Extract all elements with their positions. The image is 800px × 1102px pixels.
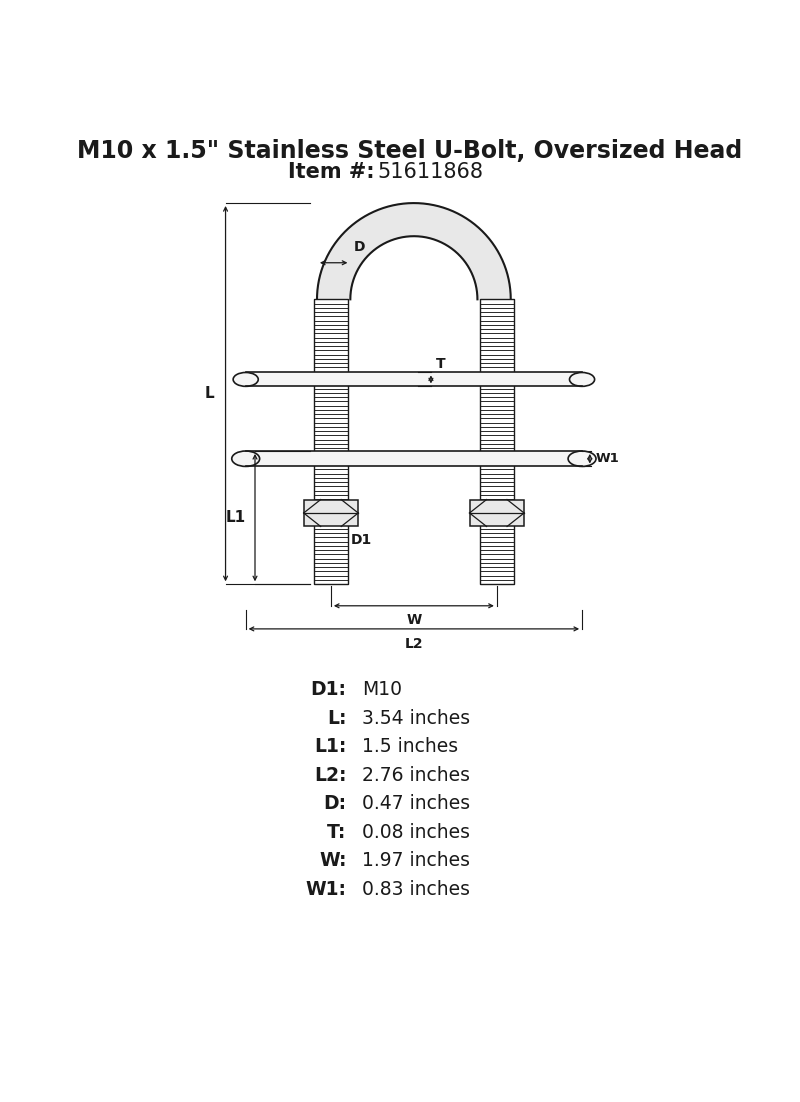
Text: T: T (435, 357, 445, 371)
Ellipse shape (232, 451, 260, 466)
Text: 2.76 inches: 2.76 inches (362, 766, 470, 785)
Text: L2: L2 (405, 637, 423, 650)
Text: W:: W: (319, 851, 346, 871)
Polygon shape (246, 372, 582, 387)
Text: W1: W1 (595, 452, 619, 465)
Ellipse shape (570, 372, 594, 387)
Text: 0.08 inches: 0.08 inches (362, 823, 470, 842)
Text: 1.5 inches: 1.5 inches (362, 737, 458, 756)
Text: 0.47 inches: 0.47 inches (362, 795, 470, 813)
Text: Item #:: Item #: (289, 162, 375, 182)
Polygon shape (304, 499, 358, 527)
Text: D1: D1 (351, 533, 372, 548)
Text: 51611868: 51611868 (378, 162, 483, 182)
Text: M10 x 1.5" Stainless Steel U-Bolt, Oversized Head: M10 x 1.5" Stainless Steel U-Bolt, Overs… (78, 139, 742, 163)
Text: L2:: L2: (314, 766, 346, 785)
Text: D: D (354, 239, 365, 253)
Text: L1: L1 (226, 510, 246, 526)
Ellipse shape (568, 451, 596, 466)
Ellipse shape (233, 372, 258, 387)
Text: T:: T: (327, 823, 346, 842)
Text: D:: D: (323, 795, 346, 813)
Polygon shape (317, 203, 510, 300)
Text: 1.97 inches: 1.97 inches (362, 851, 470, 871)
Text: 3.54 inches: 3.54 inches (362, 709, 470, 727)
Text: L: L (205, 386, 214, 401)
Polygon shape (470, 499, 524, 527)
Text: L1:: L1: (314, 737, 346, 756)
Polygon shape (480, 300, 514, 584)
Text: M10: M10 (362, 680, 402, 700)
Text: L:: L: (327, 709, 346, 727)
Text: 0.83 inches: 0.83 inches (362, 879, 470, 898)
Polygon shape (314, 300, 348, 584)
Text: W: W (406, 614, 422, 627)
Polygon shape (246, 451, 582, 466)
Text: W1:: W1: (306, 879, 346, 898)
Text: D1:: D1: (310, 680, 346, 700)
